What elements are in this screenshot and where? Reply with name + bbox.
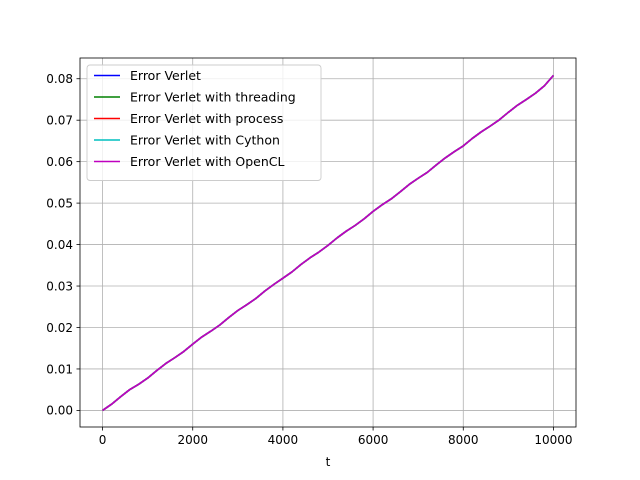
y-tick-label: 0.06: [46, 155, 73, 169]
y-tick-label: 0.03: [46, 279, 73, 293]
legend-label: Error Verlet with OpenCL: [130, 154, 284, 169]
x-tick-label: 10000: [534, 433, 572, 447]
x-tick-label: 6000: [358, 433, 389, 447]
y-tick-label: 0.00: [46, 404, 73, 418]
plot-frame: [79, 57, 577, 428]
y-tick-label: 0.08: [46, 72, 73, 86]
legend-label: Error Verlet with Cython: [130, 133, 280, 148]
legend-box: [86, 64, 322, 181]
y-tick-label: 0.04: [46, 238, 73, 252]
y-tick-label: 0.07: [46, 113, 73, 127]
y-axis-ticks: 0.00 0.01 0.02 0.03 0.04 0.05 0.06 0.07 0.08: [46, 72, 80, 418]
x-tick-label: 0: [99, 433, 107, 447]
y-tick-label: 0.05: [46, 196, 73, 210]
x-tick-label: 4000: [268, 433, 299, 447]
legend-label: Error Verlet: [130, 68, 201, 83]
series-lines: [102, 74, 555, 412]
y-tick-label: 0.02: [46, 321, 73, 335]
series-line-4: [102, 74, 555, 412]
legend-label: Error Verlet with threading: [130, 90, 296, 105]
x-tick-label: 2000: [177, 433, 208, 447]
legend: Error Verlet Error Verlet with threading E…: [86, 64, 322, 181]
x-tick-label: 8000: [448, 433, 479, 447]
y-tick-label: 0.01: [46, 362, 73, 376]
x-axis-label: t: [326, 455, 331, 469]
x-axis-ticks: 0 2000 4000 6000 8000 10000: [99, 427, 573, 447]
legend-label: Error Verlet with process: [130, 111, 283, 126]
